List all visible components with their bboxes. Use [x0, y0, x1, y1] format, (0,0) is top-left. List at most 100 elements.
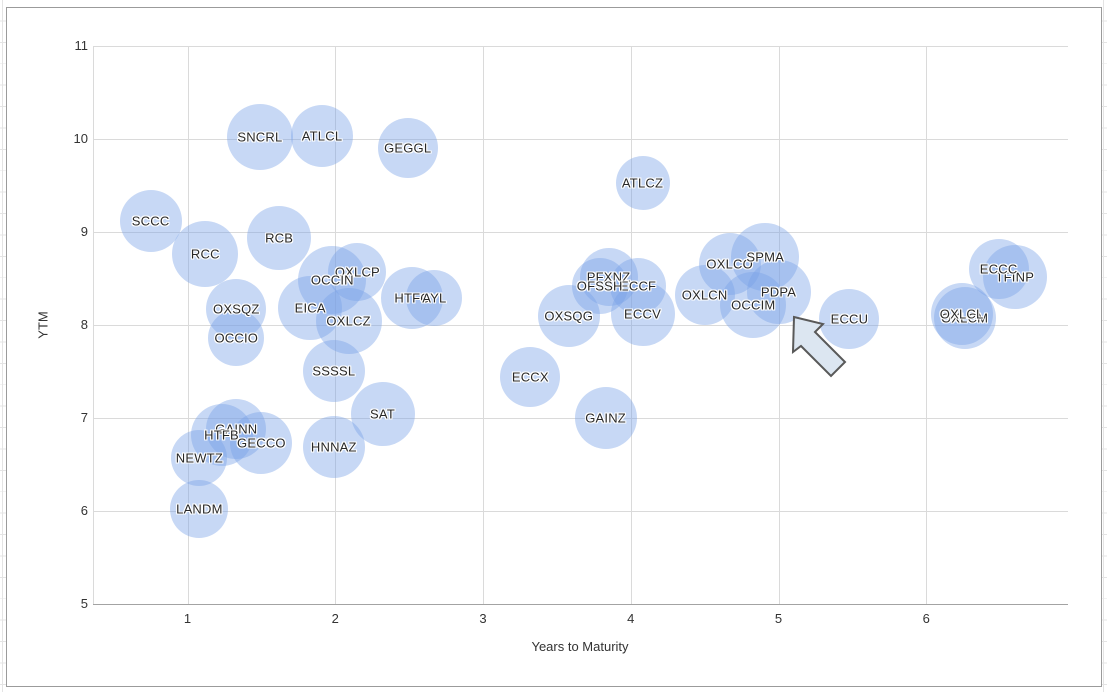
bubble-label-eccv: ECCV: [624, 306, 661, 322]
bubble-label-pdpa: PDPA: [760, 284, 797, 300]
bubble-label-gainn: GAINN: [215, 421, 258, 437]
bubble-label-occin: OCCIN: [310, 272, 354, 288]
bubble-label-ssssl: SSSSL: [312, 363, 356, 379]
bubble-label-landm: LANDM: [176, 501, 223, 517]
x-tick-label: 2: [331, 611, 339, 626]
bubble-oxlcn[interactable]: [674, 265, 735, 326]
bubble-label-spma: SPMA: [746, 249, 785, 265]
bubble-ayl[interactable]: [406, 269, 463, 326]
bubble-label-oxlcz: OXLCZ: [326, 313, 371, 329]
bubble-label-eccu: ECCU: [830, 311, 869, 327]
gridline-y: [93, 139, 1068, 140]
x-tick-label: 3: [479, 611, 487, 626]
bubble-label-oxlcm: OXLCM: [940, 310, 989, 326]
gridline-y: [93, 417, 1068, 419]
bubble-occin[interactable]: [298, 246, 367, 315]
bubble-label-atlcl: ATLCL: [301, 128, 343, 144]
gridline-y: [93, 46, 1068, 47]
bubble-label-oxlcl: OXLCL: [939, 306, 984, 322]
y-tick-label: 5: [80, 595, 88, 611]
bubble-tfinp[interactable]: [982, 245, 1047, 310]
x-axis-title: Years to Maturity: [531, 639, 629, 654]
bubble-oxsqz[interactable]: [206, 279, 267, 339]
bubble-label-oxlcp: OXLCP: [334, 264, 380, 280]
bubble-eccf[interactable]: [610, 257, 667, 314]
bubble-label-occio: OCCIO: [214, 330, 259, 346]
bubble-label-eccf: ECCF: [619, 278, 657, 294]
bubble-label-sccc: SCCC: [131, 213, 170, 229]
bubble-label-oxsqg: OXSQG: [544, 308, 594, 324]
x-tick-label: 4: [627, 611, 635, 626]
bubble-oxlcz[interactable]: [315, 288, 382, 355]
gridline-x: [630, 46, 632, 604]
x-tick-label: 1: [183, 611, 192, 626]
x-tick-label: 6: [922, 611, 930, 626]
bubble-sccc[interactable]: [119, 189, 182, 252]
bubble-oxlcl[interactable]: [930, 282, 993, 345]
y-tick-label: 10: [73, 131, 88, 146]
bubble-rcb[interactable]: [247, 206, 312, 271]
bubble-label-newtz: NEWTZ: [175, 450, 223, 466]
bubble-ssssl[interactable]: [302, 340, 365, 403]
bubble-label-eccx: ECCX: [511, 369, 549, 385]
bubble-oxlcm[interactable]: [933, 287, 996, 350]
y-tick-label: 8: [80, 316, 88, 332]
chart-canvas[interactable]: [6, 7, 1102, 687]
bubble-occio[interactable]: [208, 309, 265, 366]
bubble-eccx[interactable]: [500, 346, 561, 407]
bubble-eccv[interactable]: [610, 281, 675, 346]
bubble-label-ofssh: OFSSH: [576, 278, 623, 294]
bubble-sncrl[interactable]: [226, 104, 293, 171]
gridline-y: [93, 603, 1068, 605]
bubble-occim[interactable]: [720, 272, 787, 339]
bubble-hnnaz[interactable]: [302, 415, 365, 478]
bubble-label-sat: SAT: [370, 406, 395, 422]
bubble-label-htfb: HTFB: [204, 427, 239, 442]
x-tick-label: 5: [774, 611, 783, 626]
bubble-eccu[interactable]: [819, 289, 880, 350]
bubble-label-htfc: HTFC: [394, 290, 430, 306]
bubble-oxlcp[interactable]: [328, 242, 387, 301]
bubble-gainn[interactable]: [206, 399, 267, 459]
bubble-label-oxlcn: OXLCN: [681, 287, 728, 303]
bubble-label-eica: EICA: [294, 300, 326, 316]
bubble-oxsqg[interactable]: [537, 284, 600, 347]
bubble-atlcz[interactable]: [615, 155, 670, 210]
bubble-rcc[interactable]: [172, 221, 239, 288]
bubble-ofssh[interactable]: [571, 257, 628, 314]
gridline-y: [93, 324, 1068, 326]
bubble-newtz[interactable]: [171, 429, 228, 486]
block-arrow-annotation[interactable]: [791, 315, 847, 378]
bubble-landm[interactable]: [170, 479, 229, 538]
bubble-atlcl[interactable]: [291, 105, 353, 168]
bubble-gainz[interactable]: [574, 386, 637, 449]
bubble-pfxnz[interactable]: [579, 248, 638, 307]
bubble-pdpa[interactable]: [746, 260, 811, 325]
gridline-x: [926, 46, 928, 604]
plot-left-line: [93, 46, 94, 604]
bubble-label-eccc: ECCC: [979, 261, 1018, 277]
bubble-eica[interactable]: [278, 276, 343, 341]
bubble-eccc[interactable]: [968, 239, 1029, 300]
gridline-x: [335, 46, 337, 604]
y-tick-label: 9: [80, 223, 88, 239]
bubble-htfb[interactable]: [190, 403, 253, 466]
bubble-sat[interactable]: [350, 382, 415, 447]
bubble-label-sncrl: SNCRL: [237, 129, 283, 145]
bubble-label-atlcz: ATLCZ: [621, 175, 664, 191]
bubble-label-ayl: AYL: [422, 290, 447, 306]
bubble-label-occim: OCCIM: [731, 297, 776, 313]
bubble-spma[interactable]: [731, 223, 800, 291]
bubble-label-geggl: GEGGL: [384, 140, 432, 156]
bubble-oxlco[interactable]: [698, 233, 761, 296]
bubble-label-gainz: GAINZ: [585, 410, 626, 426]
bubble-geggl[interactable]: [377, 118, 438, 179]
gridline-y: [93, 231, 1068, 233]
bubble-gecco[interactable]: [230, 411, 293, 474]
bubble-label-hnnaz: HNNAZ: [310, 439, 357, 455]
bubble-htfc[interactable]: [381, 266, 444, 329]
gridline-x: [778, 46, 780, 604]
bubble-label-tfinp: TFINP: [995, 269, 1035, 285]
